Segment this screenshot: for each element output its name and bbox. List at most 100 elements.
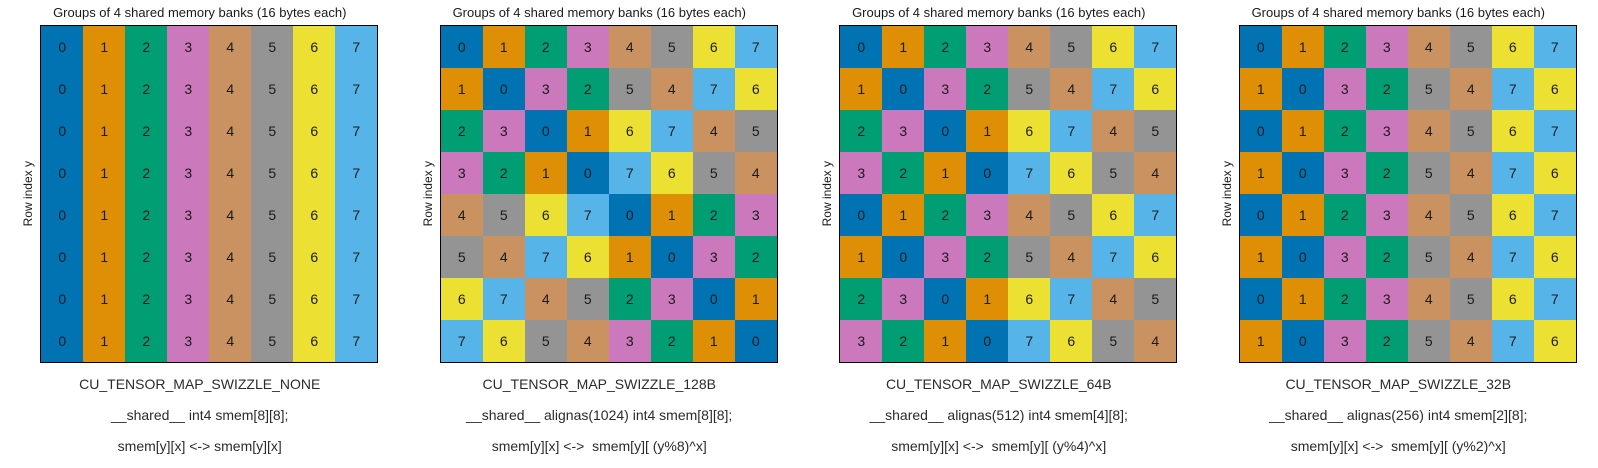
heatmap-cell: 0 xyxy=(41,320,84,362)
heatmap-cell: 0 xyxy=(1239,194,1282,236)
heatmap-cell: 0 xyxy=(41,26,84,68)
heatmap-cell: 1 xyxy=(83,26,126,68)
heatmap-cell: 0 xyxy=(1239,26,1282,68)
y-axis-label: Row index y xyxy=(820,161,835,227)
heatmap-cell: 7 xyxy=(335,68,378,110)
heatmap-cell: 4 xyxy=(209,110,252,152)
heatmap-cell: 6 xyxy=(566,236,609,278)
heatmap-cell: 0 xyxy=(1281,68,1324,110)
heatmap-cell: 5 xyxy=(1407,152,1450,194)
heatmap-cell: 5 xyxy=(1407,320,1450,362)
heatmap-cell: 3 xyxy=(167,194,210,236)
heatmap-cell: 7 xyxy=(335,194,378,236)
heatmap-cell: 6 xyxy=(1008,278,1051,320)
heatmap-cell: 6 xyxy=(293,68,336,110)
heatmap-cell: 3 xyxy=(650,278,693,320)
heatmap-cell: 3 xyxy=(1365,194,1408,236)
heatmap-cell: 5 xyxy=(566,278,609,320)
heatmap-cell: 0 xyxy=(840,194,883,236)
heatmap-cell: 3 xyxy=(840,152,883,194)
heatmap-cell: 6 xyxy=(1533,152,1576,194)
heatmap-cell: 0 xyxy=(882,236,925,278)
heatmap-cell: 7 xyxy=(524,236,567,278)
heatmap-cell: 1 xyxy=(83,320,126,362)
heatmap-cell: 3 xyxy=(167,26,210,68)
heatmap-cell: 7 xyxy=(482,278,525,320)
heatmap-cell: 4 xyxy=(482,236,525,278)
heatmap-cell: 0 xyxy=(41,68,84,110)
heatmap-cell: 5 xyxy=(734,110,777,152)
heatmap-cell: 7 xyxy=(1008,152,1051,194)
heatmap-cell: 1 xyxy=(566,110,609,152)
heatmap-cell: 0 xyxy=(1281,320,1324,362)
heatmap-cell: 1 xyxy=(924,320,967,362)
heatmap-cell: 0 xyxy=(840,26,883,68)
heatmap-cell: 3 xyxy=(1365,26,1408,68)
heatmap-cell: 0 xyxy=(924,278,967,320)
heatmap-cell: 4 xyxy=(209,320,252,362)
heatmap-cell: 5 xyxy=(1050,26,1093,68)
heatmap-cell: 6 xyxy=(692,26,735,68)
heatmap-cell: 5 xyxy=(1407,68,1450,110)
heatmap-cell: 6 xyxy=(1008,110,1051,152)
heatmap-cell: 5 xyxy=(1092,152,1135,194)
heatmap-cell: 5 xyxy=(524,320,567,362)
heatmap-cell: 4 xyxy=(1008,26,1051,68)
heatmap-cell: 6 xyxy=(1533,320,1576,362)
heatmap-cell: 5 xyxy=(251,320,294,362)
heatmap-cell: 7 xyxy=(1134,194,1177,236)
heatmap-cell: 6 xyxy=(650,152,693,194)
heatmap-cell: 3 xyxy=(1365,278,1408,320)
heatmap-cell: 7 xyxy=(1491,320,1534,362)
swizzle-mode-name: CU_TENSOR_MAP_SWIZZLE_128B xyxy=(482,376,716,392)
caption: CU_TENSOR_MAP_SWIZZLE_64B __shared__ ali… xyxy=(870,363,1128,455)
heatmap-cell: 7 xyxy=(335,26,378,68)
heatmap-cell: 6 xyxy=(1134,68,1177,110)
heatmap-cell: 7 xyxy=(1050,278,1093,320)
heatmap-cell: 6 xyxy=(1050,320,1093,362)
heatmap-cell: 5 xyxy=(608,68,651,110)
plot-title: Groups of 4 shared memory banks (16 byte… xyxy=(852,5,1146,20)
heatmap-cell: 1 xyxy=(692,320,735,362)
swizzle-mapping-formula: smem[y][x] <-> smem[y][ (y%8)^x] xyxy=(491,438,707,454)
heatmap-cell: 2 xyxy=(440,110,483,152)
heatmap-cell: 4 xyxy=(1449,236,1492,278)
heatmap-cell: 1 xyxy=(882,194,925,236)
heatmap-cell: 7 xyxy=(1533,278,1576,320)
heatmap-cell: 7 xyxy=(1491,152,1534,194)
heatmap-cell: 5 xyxy=(1134,110,1177,152)
heatmap-cell: 5 xyxy=(1008,236,1051,278)
heatmap-cell: 4 xyxy=(1050,68,1093,110)
heatmap-cell: 4 xyxy=(650,68,693,110)
heatmap-cell: 5 xyxy=(1449,194,1492,236)
panel-swizzle-32b: Groups of 4 shared memory banks (16 byte… xyxy=(1199,0,1598,468)
heatmap-cell: 0 xyxy=(41,278,84,320)
heatmap-cell: 2 xyxy=(924,26,967,68)
heatmap-cell: 1 xyxy=(83,152,126,194)
heatmap-cell: 4 xyxy=(209,278,252,320)
heatmap-cell: 1 xyxy=(1239,320,1282,362)
heatmap-cell: 0 xyxy=(924,110,967,152)
heatmap-cell: 2 xyxy=(966,68,1009,110)
heatmap-cell: 3 xyxy=(167,320,210,362)
plot-title: Groups of 4 shared memory banks (16 byte… xyxy=(1251,5,1545,20)
heatmap-cell: 6 xyxy=(608,110,651,152)
heatmap-cell: 2 xyxy=(1365,236,1408,278)
heatmap-cell: 3 xyxy=(840,320,883,362)
heatmap-cell: 2 xyxy=(1323,194,1366,236)
heatmap-cell: 7 xyxy=(1050,110,1093,152)
heatmap-cell: 6 xyxy=(1491,26,1534,68)
heatmap-cell: 0 xyxy=(966,320,1009,362)
heatmap-cell: 3 xyxy=(167,152,210,194)
heatmap-cell: 2 xyxy=(125,278,168,320)
plot-title: Groups of 4 shared memory banks (16 byte… xyxy=(452,5,746,20)
heatmap-cell: 3 xyxy=(167,278,210,320)
heatmap-cell: 3 xyxy=(566,26,609,68)
heatmap-cell: 0 xyxy=(608,194,651,236)
heatmap-cell: 0 xyxy=(41,110,84,152)
heatmap-cell: 1 xyxy=(1281,26,1324,68)
heatmap-cell: 7 xyxy=(335,320,378,362)
heatmap-cell: 5 xyxy=(251,194,294,236)
